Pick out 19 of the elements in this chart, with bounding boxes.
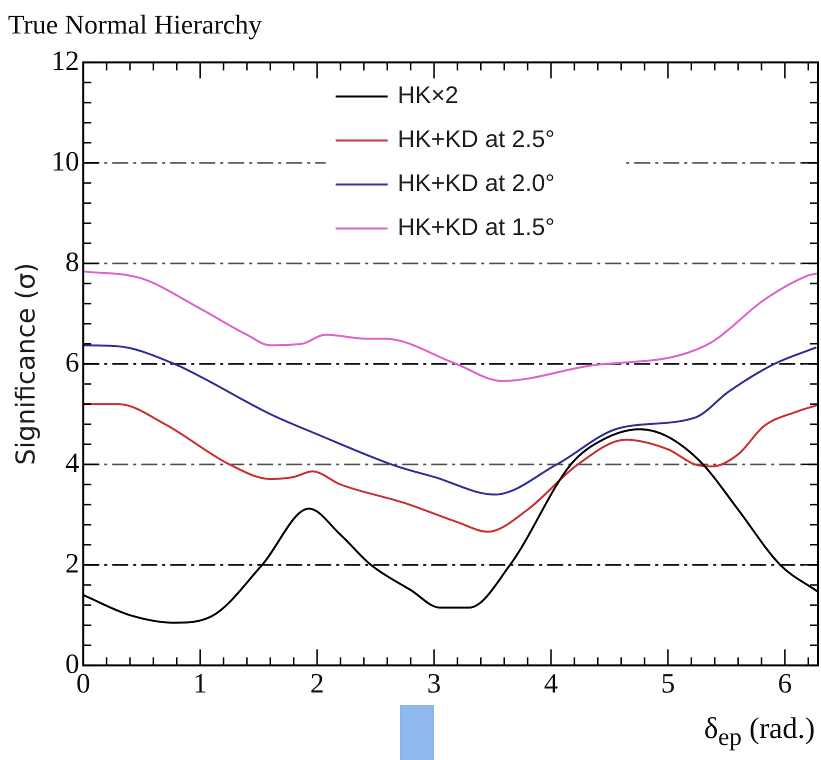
- y-tick-label: 6: [65, 347, 80, 378]
- y-tick-label: 10: [51, 146, 80, 178]
- x-axis-title: δ$_{ep}$ (rad.): [704, 712, 815, 752]
- x-tick-label: 4: [544, 668, 558, 700]
- chart-title: True Normal Hierarchy: [8, 9, 262, 40]
- legend-label: HK×2: [398, 82, 458, 110]
- y-tick-label: 2: [65, 548, 80, 580]
- x-tick-label: 1: [193, 668, 208, 700]
- legend-label: HK+KD at 2.0°: [398, 170, 555, 198]
- legend-label: HK+KD at 2.5°: [398, 126, 555, 154]
- x-tick-label: 2: [310, 668, 324, 700]
- y-tick-label: 8: [65, 246, 80, 278]
- y-axis-title: Significance (σ): [11, 262, 42, 466]
- y-tick-label: 4: [65, 448, 80, 479]
- x-tick-label: 5: [660, 668, 675, 700]
- legend-label: HK+KD at 1.5°: [398, 214, 555, 242]
- x-tick-label: 6: [778, 668, 792, 700]
- x-tick-label: 3: [427, 668, 442, 700]
- y-tick-label: 12: [51, 46, 80, 77]
